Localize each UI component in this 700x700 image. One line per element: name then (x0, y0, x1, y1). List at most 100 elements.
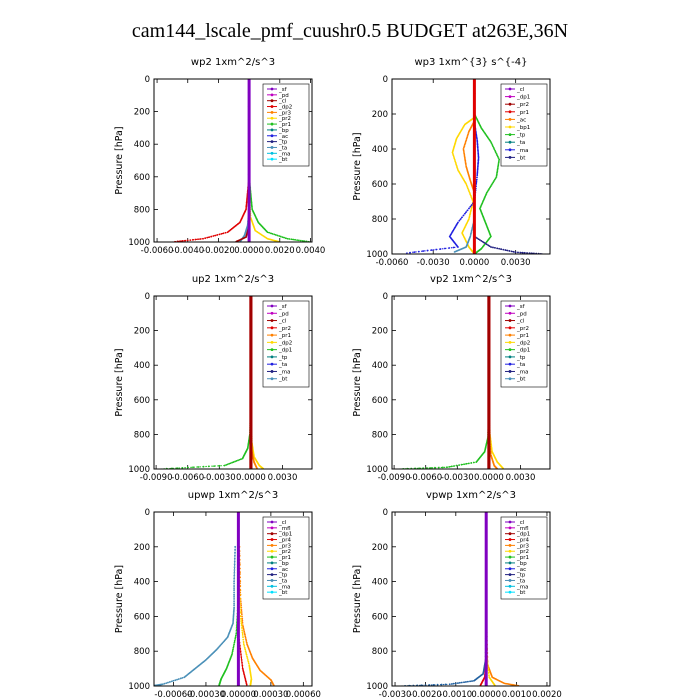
series-marker (451, 151, 454, 154)
y-tick-label: 1000 (128, 682, 150, 692)
series-marker (299, 239, 302, 242)
series-marker (240, 608, 243, 611)
series-marker (168, 681, 171, 683)
series-marker (242, 625, 245, 628)
legend-label: _dp2 (516, 340, 530, 346)
series-marker (237, 568, 240, 572)
legend-label: _bp (278, 561, 289, 567)
series-marker (476, 165, 479, 168)
series-marker (271, 232, 274, 235)
series-marker (458, 681, 461, 684)
plot-area (172, 79, 311, 242)
legend-marker (270, 105, 274, 108)
series-marker (463, 156, 466, 159)
series-marker (249, 395, 253, 399)
series-marker (250, 201, 253, 204)
series-marker (167, 681, 169, 684)
legend-label: _tp (278, 355, 288, 361)
legend-label: _ac (278, 567, 288, 573)
x-tick-label: -0.00030 (187, 690, 225, 700)
series-marker (225, 464, 227, 466)
series-marker (469, 193, 472, 196)
legend-label: _tp (516, 573, 526, 579)
x-tick-label: -0.0030 (441, 473, 474, 483)
legend-label: _pr1 (516, 555, 529, 561)
series-marker (496, 247, 499, 250)
series-marker (452, 154, 455, 157)
series-marker (233, 591, 235, 594)
legend-label: _pr1 (278, 555, 291, 561)
series-marker (494, 149, 496, 152)
legend-marker (508, 125, 512, 129)
legend-label: _dp1 (278, 532, 292, 538)
series-marker (288, 238, 291, 240)
legend-marker (508, 555, 512, 559)
series-marker (290, 238, 293, 241)
legend-label: _ta (278, 362, 287, 368)
plot-area (405, 79, 544, 254)
series-marker (471, 228, 473, 231)
series-marker (510, 250, 513, 253)
plot-area (399, 296, 505, 469)
y-tick-label: 600 (372, 180, 388, 190)
legend-label: _ac (278, 134, 288, 140)
series-marker (269, 232, 272, 235)
series-marker (490, 246, 492, 248)
series-marker (452, 682, 455, 685)
series-marker (473, 136, 476, 139)
y-tick-label: 800 (134, 647, 150, 657)
series-marker (245, 207, 248, 209)
panel-6: vpwp 1xm^2/s^3 Pressure [hPa] 0 200 400 600 80… (352, 490, 562, 700)
series-marker (181, 466, 184, 469)
series-marker (301, 240, 304, 242)
series-marker (467, 188, 470, 191)
series-marker (462, 148, 465, 150)
y-tick-label: 0 (383, 508, 388, 518)
series-marker (237, 641, 240, 644)
series-marker (490, 142, 493, 145)
series-marker (232, 621, 234, 623)
x-tick-label: 0.0040 (296, 246, 326, 256)
y-tick-label: 200 (372, 543, 388, 553)
series-marker (240, 659, 243, 661)
legend-marker (270, 146, 274, 149)
series-marker (487, 667, 490, 670)
series-line-dp2 (172, 79, 250, 242)
series-marker (204, 237, 207, 240)
series-marker (216, 234, 219, 236)
series-marker (477, 156, 480, 159)
series-marker (240, 604, 243, 607)
series-marker (244, 633, 246, 636)
series-marker (470, 196, 473, 199)
legend-marker (508, 355, 512, 359)
series-marker (471, 226, 474, 229)
series-marker (468, 216, 471, 219)
series-marker (496, 154, 499, 157)
series-marker (445, 466, 448, 469)
legend-marker (508, 311, 512, 315)
series-marker (487, 381, 491, 384)
series-marker (496, 167, 499, 170)
series-marker (249, 410, 253, 413)
y-tick-label: 400 (134, 578, 150, 588)
series-marker (468, 190, 470, 193)
y-tick-label: 1000 (366, 682, 388, 692)
series-marker (240, 622, 243, 625)
series-marker (476, 167, 479, 169)
series-marker (244, 677, 247, 680)
series-marker (473, 121, 476, 124)
series-marker (235, 460, 238, 462)
series-marker (464, 142, 467, 145)
legend-label: _bp (516, 561, 527, 567)
series-marker (199, 238, 202, 240)
series-marker (469, 194, 472, 197)
legend-label: _ma (278, 151, 290, 157)
series-marker (476, 137, 478, 140)
series-marker (237, 670, 240, 673)
series-marker (268, 231, 271, 234)
series-marker (222, 232, 225, 235)
series-marker (233, 557, 236, 560)
y-axis-label: Pressure [hPa] (114, 126, 125, 194)
series-marker (233, 598, 235, 600)
series-marker (456, 682, 459, 684)
